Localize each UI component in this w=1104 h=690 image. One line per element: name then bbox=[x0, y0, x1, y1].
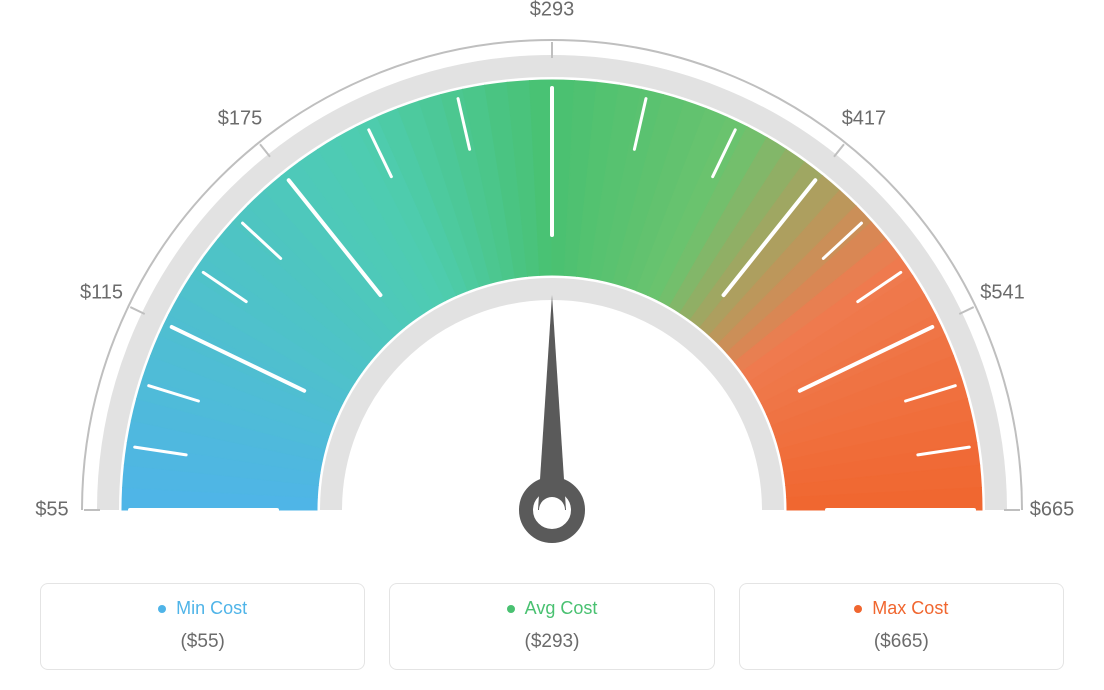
gauge-scale-label: $541 bbox=[980, 282, 1025, 305]
legend-row: Min Cost ($55) Avg Cost ($293) Max Cost … bbox=[40, 583, 1064, 670]
legend-card-min: Min Cost ($55) bbox=[40, 583, 365, 670]
legend-avg-title: Avg Cost bbox=[507, 598, 598, 619]
legend-min-value: ($55) bbox=[51, 631, 354, 653]
gauge-scale-label: $175 bbox=[218, 108, 263, 131]
legend-max-title: Max Cost bbox=[854, 598, 948, 619]
gauge-scale-label: $55 bbox=[35, 499, 68, 522]
legend-card-max: Max Cost ($665) bbox=[739, 583, 1064, 670]
gauge-scale-label: $115 bbox=[80, 282, 123, 305]
legend-min-title: Min Cost bbox=[158, 598, 247, 619]
gauge-scale-label: $665 bbox=[1030, 499, 1075, 522]
gauge-scale-label: $417 bbox=[842, 108, 887, 131]
gauge-chart: $55 $115 $175 $293 $417 $541 $665 bbox=[0, 0, 1104, 570]
legend-card-avg: Avg Cost ($293) bbox=[389, 583, 714, 670]
legend-avg-value: ($293) bbox=[400, 631, 703, 653]
cost-gauge-widget: $55 $115 $175 $293 $417 $541 $665 Min Cost ($5… bbox=[0, 0, 1104, 690]
gauge-scale-label: $293 bbox=[530, 0, 575, 22]
legend-max-value: ($665) bbox=[750, 631, 1053, 653]
